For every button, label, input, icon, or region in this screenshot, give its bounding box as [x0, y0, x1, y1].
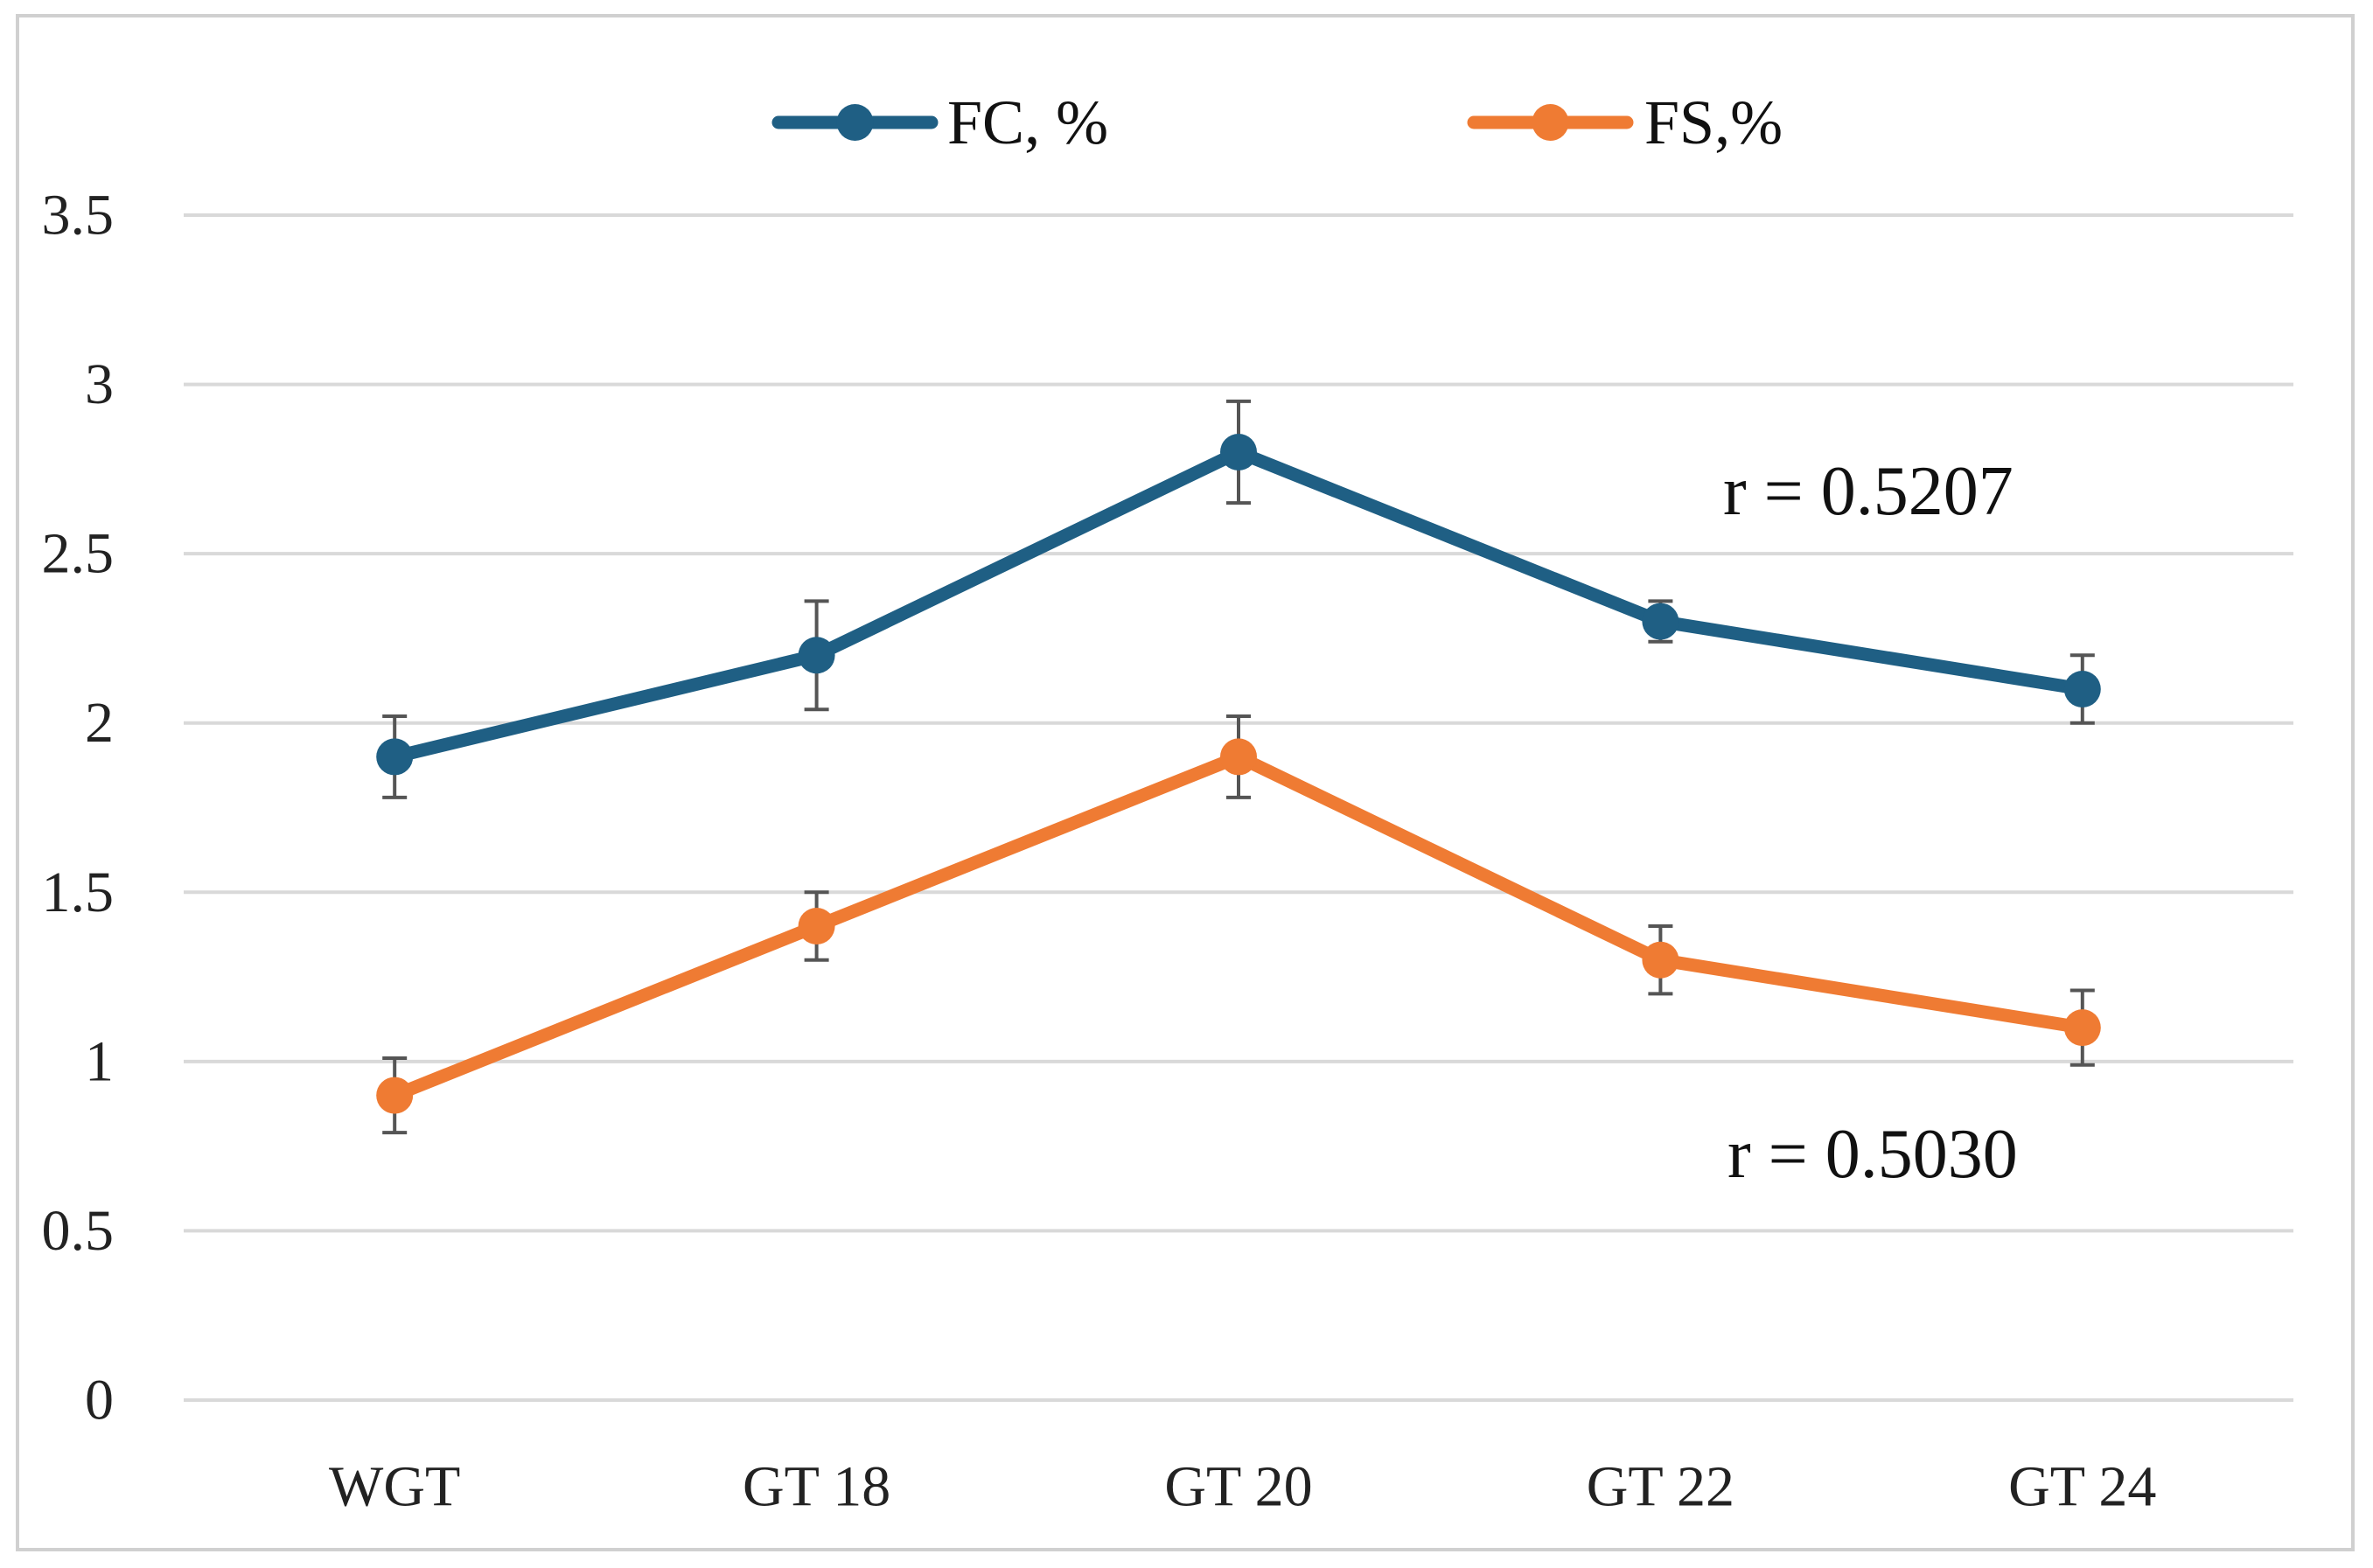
y-tick-label: 2.5: [42, 522, 115, 586]
x-tick-label: WGT: [329, 1455, 460, 1519]
x-tick-label: GT 24: [2008, 1455, 2156, 1519]
y-axis-tick-labels: 0 0.5 1 1.5 2 2.5 3 3.5: [42, 184, 115, 1432]
series-fs: [376, 714, 2101, 1135]
x-axis-tick-labels: WGT GT 18 GT 20 GT 22 GT 24: [329, 1455, 2156, 1519]
y-tick-label: 0.5: [42, 1199, 115, 1263]
data-point-fc: [798, 637, 835, 674]
legend-label-fc: FC, %: [947, 87, 1108, 157]
y-tick-label: 0: [85, 1369, 114, 1432]
y-tick-label: 3: [85, 352, 114, 416]
data-point-fc: [2063, 671, 2101, 707]
y-tick-label: 1: [85, 1029, 114, 1093]
legend: FC, % FS,%: [771, 87, 1783, 157]
annotations: r = 0.5207 r = 0.5030: [1723, 453, 2018, 1193]
data-point-fs: [798, 908, 835, 944]
data-point-fs: [376, 1077, 414, 1114]
data-point-fc: [1220, 434, 1257, 470]
x-tick-label: GT 20: [1164, 1455, 1312, 1519]
series-group: [376, 399, 2101, 1135]
x-tick-label: GT 22: [1587, 1455, 1734, 1519]
y-tick-label: 3.5: [42, 184, 115, 247]
y-tick-label: 1.5: [42, 861, 115, 924]
annotation-r-fs: r = 0.5030: [1727, 1116, 2018, 1193]
data-point-fs: [2063, 1009, 2101, 1047]
annotation-r-fc: r = 0.5207: [1723, 453, 2014, 530]
legend-label-fs: FS,%: [1644, 87, 1783, 157]
legend-marker-dot-fc: [836, 104, 874, 141]
data-point-fc: [376, 738, 414, 776]
gridlines: [184, 213, 2293, 1402]
data-point-fs: [1642, 941, 1679, 979]
legend-marker-dot-fs: [1532, 104, 1569, 141]
x-tick-label: GT 18: [743, 1455, 890, 1519]
series-line-fs: [387, 749, 2090, 1103]
series-fc: [376, 399, 2101, 799]
y-tick-label: 2: [85, 691, 114, 755]
data-point-fs: [1220, 738, 1257, 776]
data-point-fc: [1642, 603, 1679, 640]
